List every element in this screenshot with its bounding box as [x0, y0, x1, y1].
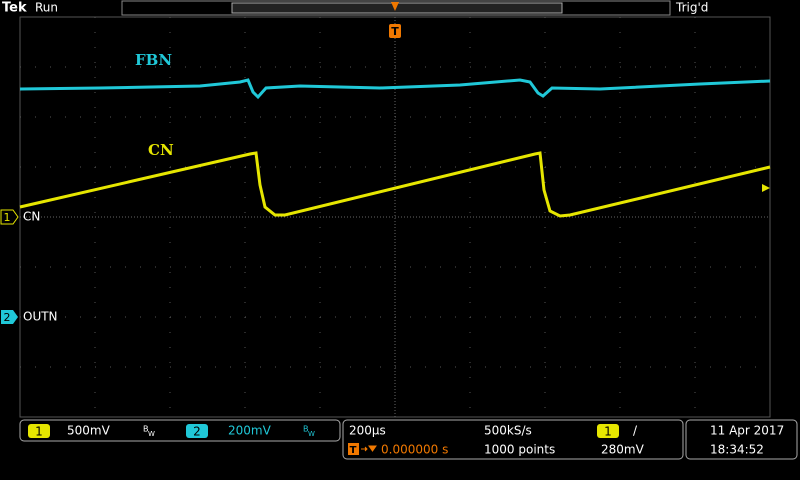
ch2-bw: B — [303, 425, 309, 434]
trigger-level-arrow — [762, 184, 770, 192]
trigger-slope: / — [633, 424, 638, 438]
ch1-bw: B — [143, 425, 149, 434]
trigger-icon-box — [348, 443, 359, 455]
ch1-scale: 500mV — [67, 424, 111, 438]
run-state: Run — [35, 1, 58, 15]
ch2-badge-number: 2 — [193, 425, 201, 439]
ch1-marker-number: 1 — [4, 211, 11, 224]
trigger-status: Trig'd — [675, 1, 708, 15]
ch1-marker-name: CN — [23, 210, 40, 224]
sample-rate: 500kS/s — [484, 424, 532, 438]
ch2-badge — [186, 424, 208, 438]
ch1-badge-number: 1 — [35, 425, 43, 439]
ch2-marker — [1, 310, 18, 324]
position: 0.000000 s — [381, 443, 448, 457]
ch2-bw-sub: W — [308, 430, 315, 438]
ch1-marker — [0, 209, 19, 225]
ch2-scale: 200mV — [228, 424, 272, 438]
date: 11 Apr 2017 — [710, 424, 784, 438]
ch2-marker-name: OUTN — [23, 310, 58, 324]
trigger-icon: T — [350, 445, 357, 456]
trigger-marker: T — [391, 25, 399, 38]
record-bar — [121, 0, 671, 16]
time: 18:34:52 — [710, 443, 764, 457]
trigger-level: 280mV — [601, 443, 645, 457]
trigger-marker-box — [389, 24, 401, 38]
ch1-bw-sub: W — [148, 430, 155, 438]
graticule — [19, 16, 771, 418]
ch2-label: FBN — [135, 51, 172, 69]
ch1-trace — [19, 151, 771, 218]
record-length: 1000 points — [484, 443, 555, 457]
brand: Tek — [2, 1, 27, 16]
trigger-pos — [391, 2, 399, 11]
timebase: 200µs — [349, 424, 386, 438]
ch1-badge — [28, 424, 50, 438]
position-arrow — [361, 445, 377, 452]
trigger-source-badge — [597, 424, 619, 438]
trigger-source: 1 — [604, 425, 612, 439]
ch1-label: CN — [148, 141, 174, 159]
ch2-marker-number: 2 — [4, 311, 11, 324]
ch2-trace — [19, 78, 771, 100]
datetime-box — [685, 419, 798, 460]
channel-box — [19, 419, 341, 442]
